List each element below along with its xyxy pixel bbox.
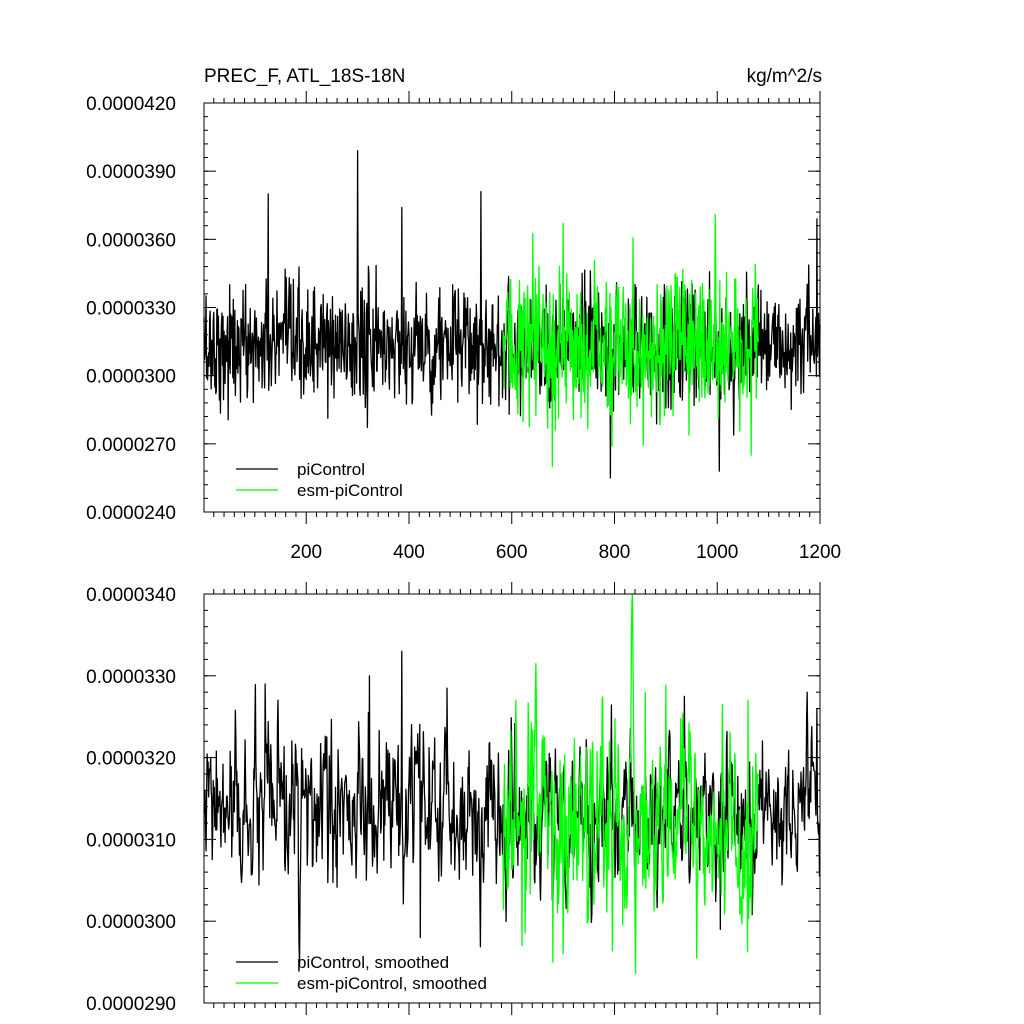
y-tick-label: 0.0000310 [86, 830, 176, 851]
units-label: kg/m^2/s [747, 66, 822, 87]
chart-title: PREC_F, ATL_18S-18N [204, 66, 405, 87]
y-tick-label: 0.0000300 [86, 912, 176, 933]
y-tick-label: 0.0000320 [86, 749, 176, 770]
y-tick-label: 0.0000340 [86, 585, 176, 606]
y-tick-label: 0.0000240 [86, 503, 176, 524]
y-tick-label: 0.0000360 [86, 230, 176, 251]
top-panel: 0.0000240 0.0000270 0.0000300 0.0000330 0.00… [86, 91, 841, 563]
x-tick-label: 1000 [696, 542, 738, 563]
series-line-esm-picontrol [502, 213, 759, 468]
legend-label: piControl [297, 460, 365, 479]
legend-label: esm-piControl, smoothed [297, 974, 487, 993]
y-tick-label: 0.0000290 [86, 994, 176, 1015]
y-tick-label: 0.0000420 [86, 94, 176, 115]
y-tick-label: 0.0000390 [86, 162, 176, 183]
bottom-panel: 0.0000290 0.0000300 0.0000310 0.0000320 0.00… [86, 582, 821, 1015]
series-line-esm-picontrol-smoothed [502, 593, 759, 974]
legend-label: esm-piControl [297, 481, 403, 500]
plot-frame [203, 102, 821, 513]
x-tick-label: 600 [496, 542, 528, 563]
y-tick-label: 0.0000270 [86, 435, 176, 456]
x-tick-label: 200 [290, 542, 322, 563]
x-tick-label: 800 [599, 542, 631, 563]
x-tick-label: 1200 [799, 542, 841, 563]
y-tick-label: 0.0000330 [86, 667, 176, 688]
x-tick-label: 400 [393, 542, 425, 563]
y-tick-label: 0.0000330 [86, 299, 176, 320]
y-tick-label: 0.0000300 [86, 367, 176, 388]
legend-label: piControl, smoothed [297, 953, 449, 972]
